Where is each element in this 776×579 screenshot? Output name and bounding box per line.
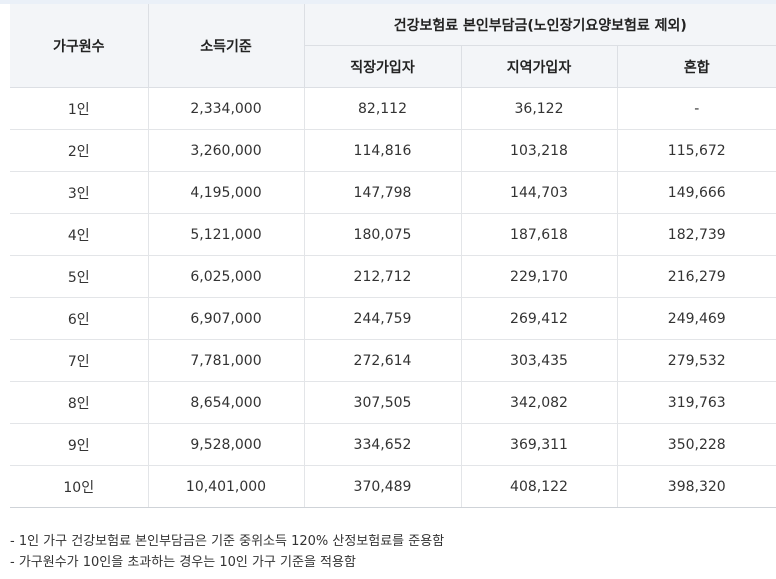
table-row: 3인 4,195,000 147,798 144,703 149,666 <box>10 171 776 214</box>
cell-mixed: 398,320 <box>617 465 776 508</box>
table-row: 5인 6,025,000 212,712 229,170 216,279 <box>10 255 776 298</box>
header-income: 소득기준 <box>148 4 305 88</box>
cell-income: 8,654,000 <box>148 381 305 424</box>
cell-regional: 369,311 <box>461 423 618 466</box>
cell-income: 7,781,000 <box>148 339 305 382</box>
header-household: 가구원수 <box>10 4 149 88</box>
cell-household: 6인 <box>10 297 149 340</box>
cell-workplace: 147,798 <box>304 171 462 214</box>
cell-household: 3인 <box>10 171 149 214</box>
cell-mixed: 350,228 <box>617 423 776 466</box>
cell-workplace: 180,075 <box>304 213 462 256</box>
table-row: 7인 7,781,000 272,614 303,435 279,532 <box>10 339 776 382</box>
cell-regional: 408,122 <box>461 465 618 508</box>
cell-household: 10인 <box>10 465 149 508</box>
cell-mixed: 279,532 <box>617 339 776 382</box>
header-premium-group: 건강보험료 본인부담금(노인장기요양보험료 제외) <box>304 4 776 46</box>
header-workplace: 직장가입자 <box>304 45 462 88</box>
cell-household: 9인 <box>10 423 149 466</box>
cell-income: 6,025,000 <box>148 255 305 298</box>
header-mixed: 혼합 <box>617 45 776 88</box>
cell-household: 5인 <box>10 255 149 298</box>
cell-regional: 187,618 <box>461 213 618 256</box>
table-row: 8인 8,654,000 307,505 342,082 319,763 <box>10 381 776 424</box>
cell-mixed: 182,739 <box>617 213 776 256</box>
header-regional: 지역가입자 <box>461 45 618 88</box>
cell-regional: 103,218 <box>461 129 618 172</box>
cell-regional: 144,703 <box>461 171 618 214</box>
cell-regional: 269,412 <box>461 297 618 340</box>
cell-regional: 36,122 <box>461 87 618 130</box>
cell-mixed: 216,279 <box>617 255 776 298</box>
footnote-over-ten: - 가구원수가 10인을 초과하는 경우는 10인 가구 기준을 적용함 <box>10 555 356 570</box>
table-row: 1인 2,334,000 82,112 36,122 - <box>10 87 776 130</box>
cell-mixed: 319,763 <box>617 381 776 424</box>
cell-income: 10,401,000 <box>148 465 305 508</box>
table-row: 6인 6,907,000 244,759 269,412 249,469 <box>10 297 776 340</box>
cell-workplace: 244,759 <box>304 297 462 340</box>
cell-workplace: 334,652 <box>304 423 462 466</box>
cell-income: 5,121,000 <box>148 213 305 256</box>
cell-workplace: 114,816 <box>304 129 462 172</box>
cell-regional: 303,435 <box>461 339 618 382</box>
table-row: 10인 10,401,000 370,489 408,122 398,320 <box>10 465 776 508</box>
insurance-premium-table: 가구원수 소득기준 건강보험료 본인부담금(노인장기요양보험료 제외) 직장가입… <box>10 4 776 508</box>
cell-income: 3,260,000 <box>148 129 305 172</box>
cell-mixed: - <box>617 87 776 130</box>
cell-income: 6,907,000 <box>148 297 305 340</box>
cell-household: 1인 <box>10 87 149 130</box>
top-band <box>0 0 776 4</box>
table-row: 9인 9,528,000 334,652 369,311 350,228 <box>10 423 776 466</box>
cell-regional: 342,082 <box>461 381 618 424</box>
cell-household: 7인 <box>10 339 149 382</box>
cell-mixed: 149,666 <box>617 171 776 214</box>
footnote-single-household: - 1인 가구 건강보험료 본인부담금은 기준 중위소득 120% 산정보험료를… <box>10 534 445 549</box>
cell-workplace: 212,712 <box>304 255 462 298</box>
cell-income: 4,195,000 <box>148 171 305 214</box>
table-row: 4인 5,121,000 180,075 187,618 182,739 <box>10 213 776 256</box>
cell-workplace: 370,489 <box>304 465 462 508</box>
cell-mixed: 115,672 <box>617 129 776 172</box>
footnotes: - 1인 가구 건강보험료 본인부담금은 기준 중위소득 120% 산정보험료를… <box>10 531 770 573</box>
cell-workplace: 82,112 <box>304 87 462 130</box>
cell-workplace: 307,505 <box>304 381 462 424</box>
cell-household: 8인 <box>10 381 149 424</box>
cell-household: 4인 <box>10 213 149 256</box>
cell-income: 2,334,000 <box>148 87 305 130</box>
table-row: 2인 3,260,000 114,816 103,218 115,672 <box>10 129 776 172</box>
cell-workplace: 272,614 <box>304 339 462 382</box>
cell-regional: 229,170 <box>461 255 618 298</box>
cell-mixed: 249,469 <box>617 297 776 340</box>
cell-income: 9,528,000 <box>148 423 305 466</box>
cell-household: 2인 <box>10 129 149 172</box>
